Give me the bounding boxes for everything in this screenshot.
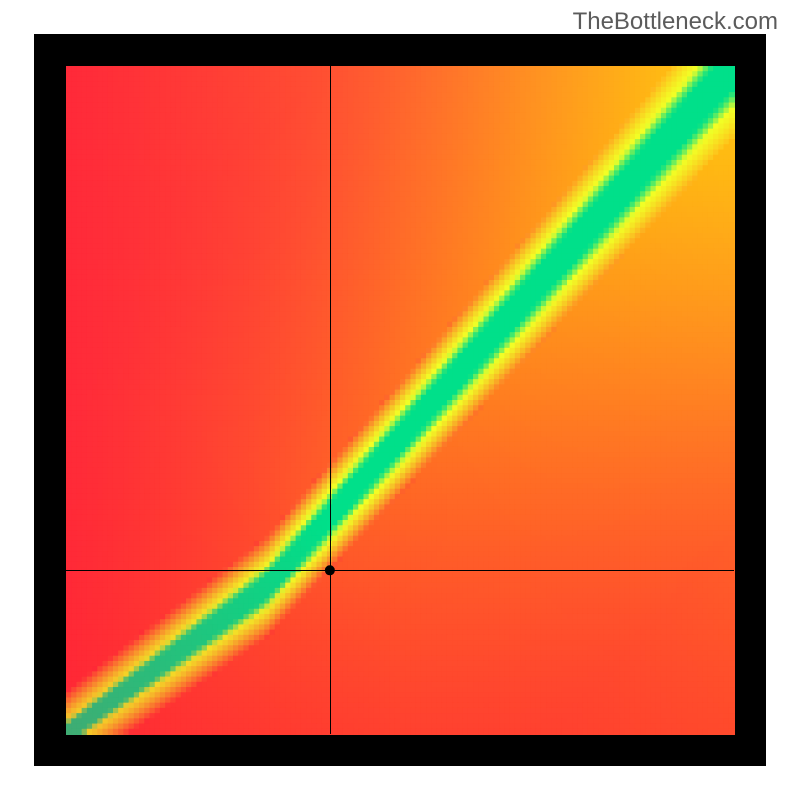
plot-frame	[34, 34, 766, 766]
watermark-text: TheBottleneck.com	[573, 8, 778, 36]
heatmap-canvas	[34, 34, 766, 766]
